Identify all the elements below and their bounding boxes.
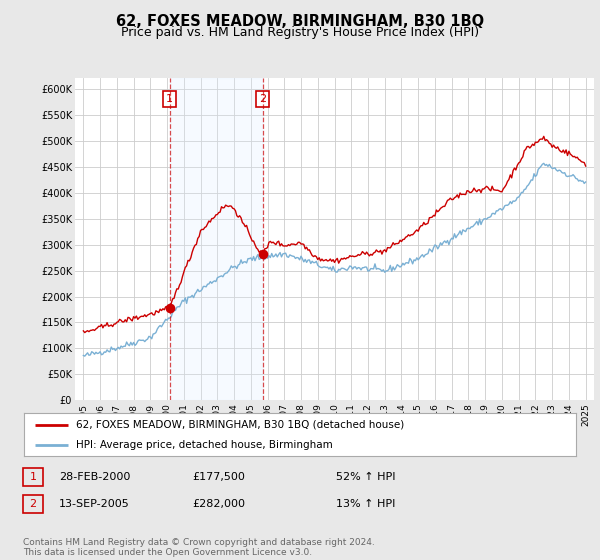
Text: HPI: Average price, detached house, Birmingham: HPI: Average price, detached house, Birm… [76,440,333,450]
Text: £177,500: £177,500 [192,472,245,482]
Text: 52% ↑ HPI: 52% ↑ HPI [336,472,395,482]
Text: 62, FOXES MEADOW, BIRMINGHAM, B30 1BQ: 62, FOXES MEADOW, BIRMINGHAM, B30 1BQ [116,14,484,29]
Text: 2: 2 [29,499,37,509]
Text: 13-SEP-2005: 13-SEP-2005 [59,499,130,509]
Text: 28-FEB-2000: 28-FEB-2000 [59,472,130,482]
Bar [170,78,263,400]
Text: 62, FOXES MEADOW, BIRMINGHAM, B30 1BQ (detached house): 62, FOXES MEADOW, BIRMINGHAM, B30 1BQ (d… [76,419,404,430]
Text: Contains HM Land Registry data © Crown copyright and database right 2024.
This d: Contains HM Land Registry data © Crown c… [23,538,374,557]
Text: 2: 2 [259,94,266,104]
Text: 1: 1 [29,472,37,482]
Text: 13% ↑ HPI: 13% ↑ HPI [336,499,395,509]
Text: 1: 1 [166,94,173,104]
Text: Price paid vs. HM Land Registry's House Price Index (HPI): Price paid vs. HM Land Registry's House … [121,26,479,39]
Text: £282,000: £282,000 [192,499,245,509]
